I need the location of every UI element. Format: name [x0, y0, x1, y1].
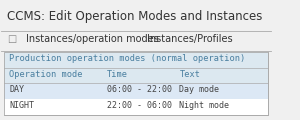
Text: Night mode: Night mode: [179, 101, 230, 110]
Text: Day mode: Day mode: [179, 85, 219, 94]
Text: Instances/Profiles: Instances/Profiles: [147, 34, 233, 44]
Text: CCMS: Edit Operation Modes and Instances: CCMS: Edit Operation Modes and Instances: [7, 10, 262, 23]
Text: Operation mode: Operation mode: [10, 70, 83, 79]
FancyBboxPatch shape: [4, 83, 268, 99]
Text: Text: Text: [179, 70, 200, 79]
Text: □: □: [7, 34, 16, 44]
Text: DAY: DAY: [10, 85, 25, 94]
Text: Time: Time: [106, 70, 128, 79]
Text: NIGHT: NIGHT: [10, 101, 34, 110]
Text: Production operation modes (normal operation): Production operation modes (normal opera…: [10, 54, 246, 63]
Text: 22:00 - 06:00: 22:00 - 06:00: [106, 101, 172, 110]
FancyBboxPatch shape: [4, 68, 268, 83]
Text: Instances/operation modes: Instances/operation modes: [26, 34, 158, 44]
FancyBboxPatch shape: [4, 52, 268, 114]
Text: 06:00 - 22:00: 06:00 - 22:00: [106, 85, 172, 94]
FancyBboxPatch shape: [4, 99, 268, 114]
FancyBboxPatch shape: [4, 52, 268, 68]
